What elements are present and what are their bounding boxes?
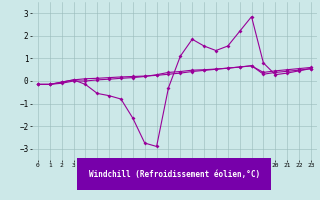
X-axis label: Windchill (Refroidissement éolien,°C): Windchill (Refroidissement éolien,°C) [89, 170, 260, 179]
